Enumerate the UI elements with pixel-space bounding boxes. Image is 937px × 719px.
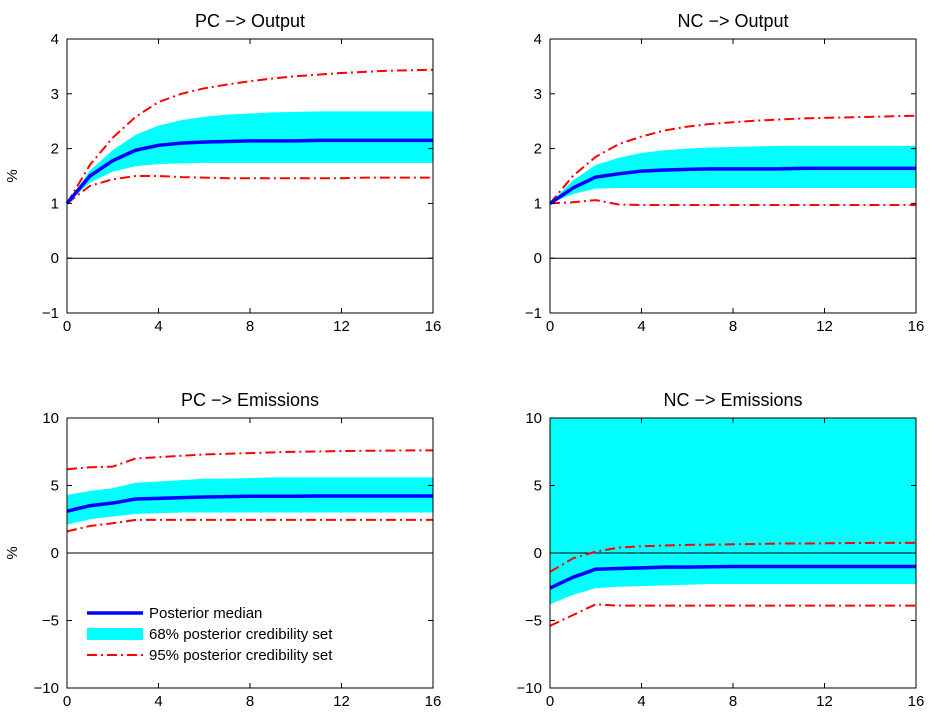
y-tick-label: 1 [534,195,542,212]
legend-swatch-band [87,628,143,640]
band-68-credibility [67,111,433,204]
panel-3: 0 4 8 12 16 −10 −5 0 5 10 PC −> Emissions% [4,390,441,710]
y-tick-label: 4 [534,31,542,48]
x-tick-label: 8 [246,318,254,335]
y-axis-label: % [4,546,21,559]
y-tick-label: 10 [525,410,542,427]
x-tick-label: 16 [908,318,925,335]
x-tick-label: 4 [154,693,162,710]
x-tick-label: 4 [154,318,162,335]
line-95-credibility-lower [549,199,916,207]
panel-title: NC −> Emissions [663,390,802,410]
x-tick-label: 0 [546,693,554,710]
line-95-credibility-lower [66,518,433,533]
y-tick-label: 2 [51,141,59,158]
y-tick-label: −10 [34,680,59,697]
legend-label: 95% posterior credibility set [149,647,333,664]
y-tick-label: 5 [534,478,542,495]
legend-item: Posterior median [87,605,262,622]
x-tick-label: 12 [816,693,833,710]
legend-item: 68% posterior credibility set [87,626,333,643]
panel-4: 0 4 8 12 16 −10 −5 0 5 10 NC −> Emissions [517,390,925,710]
y-tick-label: 0 [51,250,59,267]
y-tick-label: 3 [51,86,59,103]
panel-title: PC −> Output [195,11,305,31]
y-tick-label: 0 [51,545,59,562]
y-tick-label: 4 [51,31,59,48]
x-tick-label: 4 [637,693,645,710]
y-axis-label: % [4,169,21,182]
y-tick-label: −5 [525,613,542,630]
x-tick-label: 4 [637,318,645,335]
y-tick-label: 0 [534,545,542,562]
y-tick-label: 5 [51,478,59,495]
line-posterior-median [549,564,916,590]
legend-label: Posterior median [149,605,262,622]
line-posterior-median [65,138,433,205]
y-tick-label: −5 [42,613,59,630]
x-tick-label: 0 [546,318,554,335]
legend-label: 68% posterior credibility set [149,626,333,643]
line-95-credibility-upper [66,449,433,471]
line-posterior-median [66,494,433,513]
x-tick-label: 8 [246,693,254,710]
panel-title: PC −> Emissions [181,390,319,410]
line-95-credibility-upper [549,541,916,573]
y-tick-label: 10 [42,410,59,427]
x-tick-label: 0 [63,318,71,335]
line-95-credibility-lower [549,603,916,627]
x-tick-label: 16 [425,318,442,335]
legend: Posterior median 68% posterior credibilit… [87,605,333,664]
y-tick-label: 3 [534,86,542,103]
y-tick-label: 0 [534,250,542,267]
y-tick-label: −1 [42,305,59,322]
line-95-credibility-upper [549,114,917,205]
line-95-credibility-upper [66,68,434,204]
line-95-credibility-lower [66,175,433,205]
y-tick-label: −10 [517,680,542,697]
legend-item: 95% posterior credibility set [87,647,333,664]
x-tick-label: 12 [333,693,350,710]
x-tick-label: 12 [333,318,350,335]
y-tick-label: 1 [51,195,59,212]
band-68-credibility [550,145,916,204]
panel-title: NC −> Output [677,11,788,31]
plot-area [67,39,433,313]
y-tick-label: 2 [534,141,542,158]
band-68-credibility [67,477,433,525]
y-tick-label: −1 [525,305,542,322]
x-tick-label: 8 [729,318,737,335]
band-68-credibility [550,418,916,605]
x-tick-label: 0 [63,693,71,710]
x-tick-label: 16 [425,693,442,710]
line-posterior-median [549,166,916,205]
x-tick-label: 8 [729,693,737,710]
x-tick-label: 16 [908,693,925,710]
x-tick-label: 12 [816,318,833,335]
